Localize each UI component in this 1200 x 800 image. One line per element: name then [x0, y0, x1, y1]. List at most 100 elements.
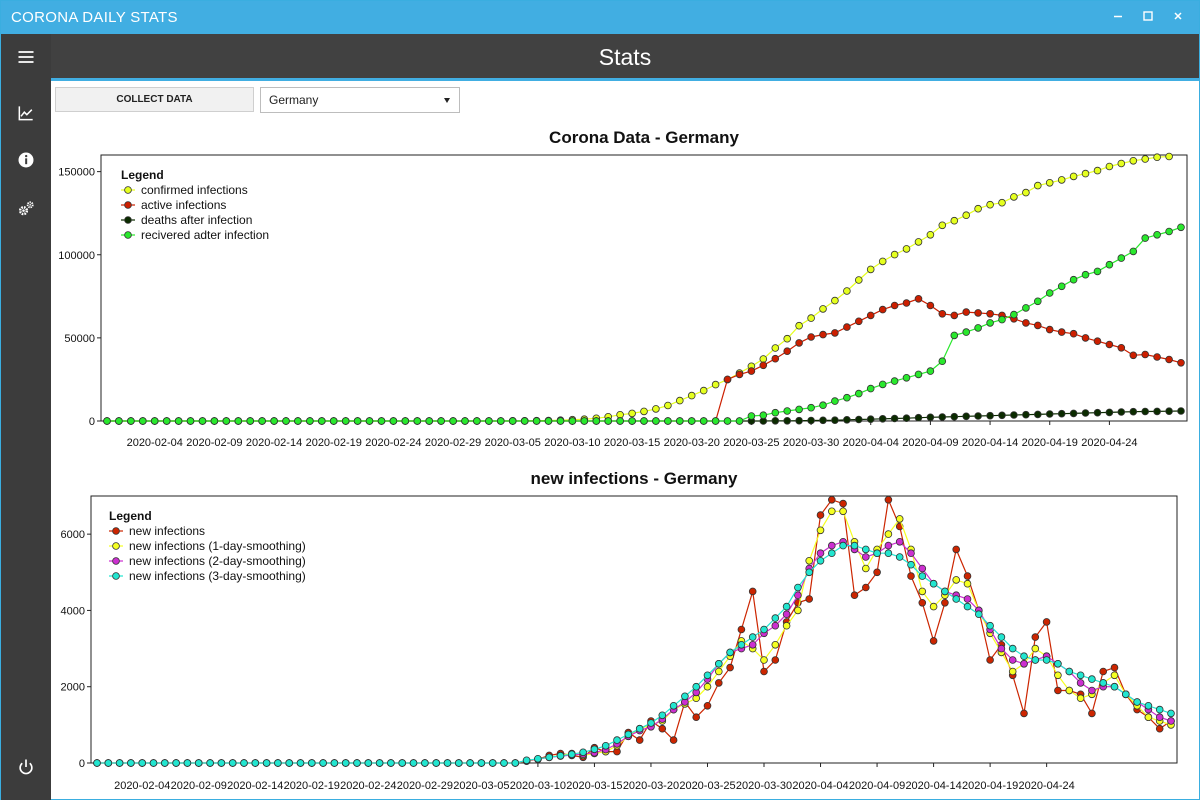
data-point: [839, 499, 847, 508]
menu-icon[interactable]: [14, 45, 38, 69]
chart-title: Corona Data - Germany: [549, 128, 739, 147]
close-button[interactable]: [1165, 5, 1191, 29]
data-point: [929, 579, 938, 588]
data-point: [831, 397, 839, 405]
data-point: [186, 417, 195, 425]
data-point: [963, 595, 972, 603]
data-point: [138, 759, 146, 767]
data-point: [1117, 254, 1126, 262]
data-point: [938, 221, 947, 230]
data-point: [1033, 181, 1042, 190]
data-point: [1088, 686, 1096, 695]
data-point: [974, 412, 982, 420]
data-point: [914, 295, 923, 303]
data-point: [866, 265, 875, 274]
data-point: [873, 568, 881, 577]
collect-data-button[interactable]: COLLECT DATA: [55, 87, 254, 112]
data-point: [794, 591, 802, 600]
data-point: [1081, 169, 1090, 178]
data-point: [172, 759, 180, 767]
data-point: [1167, 717, 1175, 725]
legend-marker: [124, 201, 132, 209]
data-point: [703, 682, 712, 691]
data-point: [1153, 407, 1161, 416]
data-point: [1110, 682, 1119, 691]
sidebar: [1, 34, 51, 800]
chart-line-icon[interactable]: [14, 101, 38, 125]
data-point: [1099, 679, 1107, 687]
data-point: [545, 753, 554, 762]
data-point: [461, 417, 469, 425]
data-point: [884, 549, 893, 558]
data-point: [895, 515, 904, 523]
data-point: [907, 549, 915, 558]
data-point: [1177, 223, 1185, 232]
data-point: [866, 415, 875, 424]
data-point: [1141, 155, 1149, 163]
data-point: [1177, 407, 1185, 415]
data-point: [1093, 166, 1102, 175]
data-point: [703, 701, 712, 710]
minimize-button[interactable]: [1105, 5, 1131, 29]
country-select[interactable]: Germany: [260, 87, 460, 113]
legend-marker: [112, 557, 120, 565]
data-point: [986, 621, 994, 630]
data-point: [699, 386, 708, 395]
data-point: [839, 541, 847, 550]
data-point: [807, 416, 815, 425]
power-icon[interactable]: [14, 755, 38, 779]
legend-marker: [112, 542, 120, 550]
data-point: [1054, 686, 1062, 695]
info-icon[interactable]: [14, 148, 38, 172]
data-point: [884, 541, 893, 550]
data-point: [711, 380, 720, 389]
data-point: [282, 417, 290, 425]
data-point: [1129, 156, 1138, 165]
data-point: [807, 403, 815, 412]
data-point: [556, 417, 565, 425]
data-point: [986, 319, 994, 327]
data-point: [1057, 176, 1066, 184]
data-point: [1076, 679, 1085, 687]
data-point: [861, 553, 870, 561]
settings-icon[interactable]: [14, 197, 38, 221]
data-point: [827, 541, 836, 550]
data-point: [1105, 260, 1114, 269]
maximize-button[interactable]: [1135, 5, 1161, 29]
data-point: [771, 640, 780, 649]
data-point: [950, 311, 959, 320]
data-point: [805, 556, 813, 565]
data-point: [918, 587, 927, 596]
data-point: [329, 417, 338, 425]
page-title: Stats: [598, 44, 652, 70]
legend-marker: [124, 231, 132, 239]
data-point: [675, 417, 684, 425]
data-point: [520, 417, 529, 425]
data-point: [771, 354, 780, 363]
data-point: [1010, 310, 1018, 319]
data-point: [658, 711, 667, 720]
data-point: [759, 361, 768, 370]
legend-marker: [112, 572, 120, 580]
data-point: [861, 583, 870, 592]
x-tick-label: 2020-04-24: [1081, 437, 1137, 449]
data-point: [567, 750, 576, 758]
data-point: [1008, 667, 1017, 676]
data-point: [747, 412, 756, 420]
data-point: [1057, 282, 1066, 291]
data-point: [1045, 289, 1054, 297]
legend-marker: [124, 216, 132, 224]
data-point: [699, 417, 708, 425]
data-point: [861, 545, 870, 554]
chart-title: new infections - Germany: [531, 469, 738, 488]
data-point: [1153, 231, 1161, 239]
data-point: [726, 663, 734, 672]
data-point: [628, 409, 636, 418]
data-point: [1031, 644, 1040, 653]
data-point: [1031, 633, 1040, 641]
x-tick-label: 2020-04-04: [843, 437, 899, 449]
data-point: [1144, 701, 1153, 710]
data-point: [496, 417, 505, 425]
data-point: [443, 759, 452, 767]
data-point: [1045, 178, 1054, 187]
